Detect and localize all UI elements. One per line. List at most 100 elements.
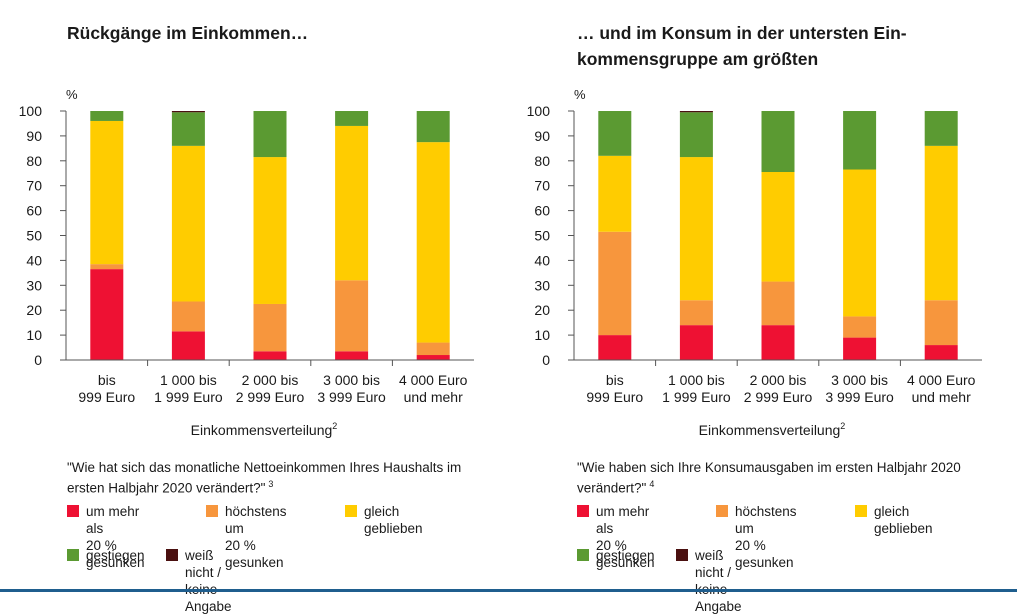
bar-segment xyxy=(843,169,877,317)
x-axis-title: Einkommensverteilung2 xyxy=(699,421,846,438)
x-tick-label-line: 4 000 Euro xyxy=(399,372,468,388)
bar-segment xyxy=(924,145,958,301)
bar-segment xyxy=(253,303,287,352)
y-tick-label: 20 xyxy=(534,302,550,318)
x-axis-title: Einkommensverteilung2 xyxy=(191,421,338,438)
bar-segment xyxy=(90,264,124,270)
x-tick-label-line: 3 999 Euro xyxy=(825,389,894,405)
x-tick-label: 2 000 bis 2 999 Euro xyxy=(744,372,813,405)
x-tick-label-line: 1 999 Euro xyxy=(154,389,223,405)
x-tick-label: 2 000 bis 2 999 Euro xyxy=(236,372,305,405)
x-tick-label-line: 1 999 Euro xyxy=(662,389,731,405)
bar-segment xyxy=(843,316,877,338)
y-tick-label: 80 xyxy=(26,153,42,169)
y-tick-label: 100 xyxy=(527,103,551,119)
bar-segment xyxy=(761,325,795,360)
legend-label: weiß nicht / keine Angabe xyxy=(695,548,742,614)
y-tick-label: 10 xyxy=(26,327,42,343)
bar-segment xyxy=(335,111,369,126)
y-tick-label: 90 xyxy=(26,128,42,144)
y-tick-label: 50 xyxy=(26,228,42,244)
y-tick-label: 90 xyxy=(534,128,550,144)
x-tick-label: bis 999 Euro xyxy=(78,372,135,405)
bar-segment xyxy=(90,120,124,265)
legend-swatch xyxy=(67,505,79,517)
bar-segment xyxy=(843,111,877,170)
bar-segment xyxy=(335,125,369,281)
x-tick-label-line: 2 000 bis xyxy=(750,372,807,388)
x-tick-label-line: und mehr xyxy=(912,389,971,405)
bar-segment xyxy=(171,111,205,113)
bar-segment xyxy=(171,331,205,360)
x-tick-label-line: 2 999 Euro xyxy=(236,389,305,405)
y-tick-label: 40 xyxy=(26,252,42,268)
bar-segment xyxy=(679,111,713,113)
legend-swatch xyxy=(716,505,728,517)
bar-segment xyxy=(924,111,958,146)
legend-label: höchstens um 20 % gesunken xyxy=(225,504,287,570)
x-tick-label: 3 000 bis 3 999 Euro xyxy=(317,372,386,405)
footnote-marker: 2 xyxy=(840,421,845,431)
bar-segment xyxy=(90,269,124,360)
legend-swatch xyxy=(577,505,589,517)
x-axis-title-text: Einkommensverteilung xyxy=(191,422,333,438)
bar-segment xyxy=(679,157,713,301)
bar-segment xyxy=(171,145,205,302)
y-tick-label: 80 xyxy=(534,153,550,169)
x-tick-label: bis 999 Euro xyxy=(586,372,643,405)
y-tick-label: 30 xyxy=(534,277,550,293)
x-tick-label-line: 3 000 bis xyxy=(831,372,888,388)
chart-title: … und im Konsum in der untersten Ein- ko… xyxy=(577,23,907,69)
x-tick-label: 4 000 Euro und mehr xyxy=(399,372,468,405)
bar-segment xyxy=(416,355,450,360)
bar-segment xyxy=(679,325,713,360)
chart-title: Rückgänge im Einkommen… xyxy=(67,23,309,43)
bar-segment xyxy=(679,300,713,326)
x-tick-label-line: bis xyxy=(606,372,624,388)
legend-swatch xyxy=(676,549,688,561)
x-tick-label-line: 2 999 Euro xyxy=(744,389,813,405)
legend-label: weiß nicht / keine Angabe xyxy=(185,548,232,614)
bar-segment xyxy=(253,111,287,158)
y-tick-label: 30 xyxy=(26,277,42,293)
legend-swatch xyxy=(345,505,357,517)
bottom-divider xyxy=(0,589,1017,592)
bar-segment xyxy=(924,300,958,346)
bar-segment xyxy=(761,111,795,173)
y-tick-label: 0 xyxy=(34,352,42,368)
x-tick-label: 3 000 bis 3 999 Euro xyxy=(825,372,894,405)
y-tick-label: 40 xyxy=(534,252,550,268)
footnote-marker: 2 xyxy=(332,421,337,431)
chart-panel-consumption: … und im Konsum in der untersten Ein- ko… xyxy=(508,0,1008,614)
bar-segment xyxy=(924,345,958,360)
bar-segment xyxy=(253,157,287,304)
y-axis-unit-label: % xyxy=(574,87,586,102)
x-tick-label-line: 3 999 Euro xyxy=(317,389,386,405)
x-tick-label-line: und mehr xyxy=(404,389,463,405)
footnote-marker: 4 xyxy=(649,479,655,489)
bar-segment xyxy=(335,280,369,352)
x-tick-label-line: 999 Euro xyxy=(586,389,643,405)
legend-label: gestiegen xyxy=(596,548,655,563)
y-tick-label: 100 xyxy=(19,103,43,119)
x-tick-label-line: 1 000 bis xyxy=(668,372,725,388)
y-tick-label: 10 xyxy=(534,327,550,343)
bar-segment xyxy=(843,337,877,360)
x-tick-label-line: 2 000 bis xyxy=(242,372,299,388)
legend-label: um mehr als 20 % gesunken xyxy=(596,504,655,570)
y-tick-label: 0 xyxy=(542,352,550,368)
bar-segment xyxy=(416,142,450,343)
legend-label: um mehr als 20 % gesunken xyxy=(86,504,145,570)
legend-label: höchstens um 20 % gesunken xyxy=(735,504,797,570)
y-tick-label: 20 xyxy=(26,302,42,318)
bar-segment xyxy=(253,351,287,360)
bar-segment xyxy=(598,231,632,336)
x-tick-label-line: 3 000 bis xyxy=(323,372,380,388)
chart-panel-income: Rückgänge im Einkommen… % 0 10 20 30 40 50 60 70… xyxy=(0,0,500,614)
x-tick-label: 4 000 Euro und mehr xyxy=(907,372,976,405)
bar-segment xyxy=(90,111,124,121)
y-tick-label: 60 xyxy=(26,203,42,219)
x-tick-label-line: 999 Euro xyxy=(78,389,135,405)
stacked-bar-chart-consumption: % 0 10 20 30 40 50 60 70 80 90 100 bis 999 Euro 1 000 … xyxy=(527,87,982,438)
stacked-bar-chart-income: % 0 10 20 30 40 50 60 70 80 90 100 bis 999 Euro 1 000 … xyxy=(19,87,474,438)
